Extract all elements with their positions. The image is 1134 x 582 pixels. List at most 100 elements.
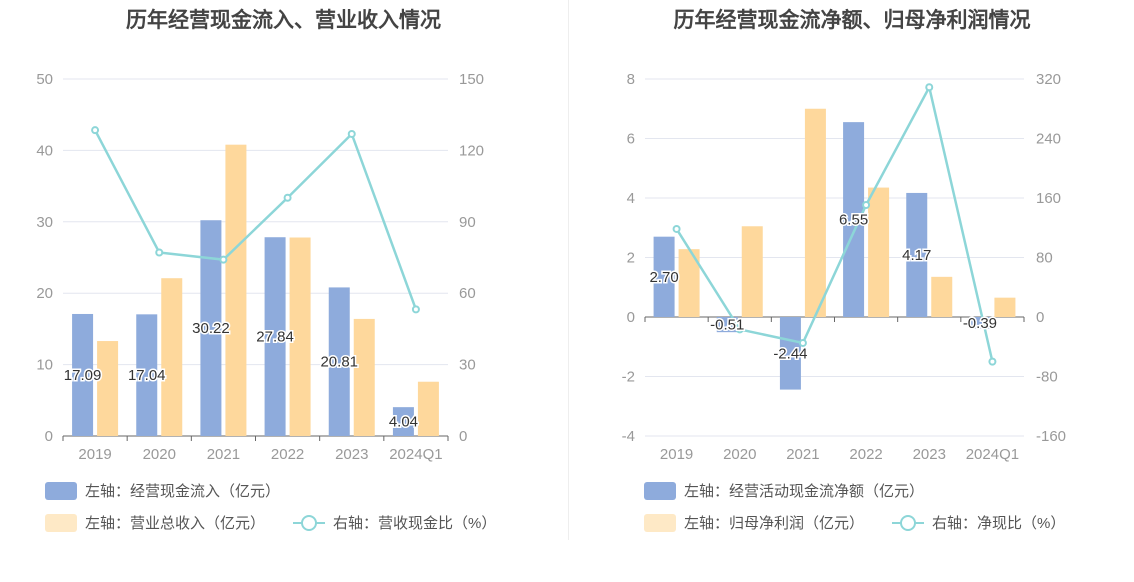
line-point <box>155 248 164 257</box>
bar-series1 <box>200 220 222 436</box>
legend-swatch-blue <box>45 481 77 500</box>
y-left-tick-label: -2 <box>622 369 635 386</box>
legend-swatch-orange <box>45 513 77 532</box>
bar-series1 <box>906 192 928 317</box>
y-right-tick-label: 160 <box>1036 190 1061 207</box>
legend-swatch-orange <box>644 513 676 532</box>
bar-series2 <box>417 381 439 436</box>
bar-series2 <box>868 187 890 317</box>
line-point <box>91 126 100 135</box>
data-label: 17.09 <box>64 367 102 384</box>
line-point <box>347 129 356 138</box>
y-left-tick-label: 6 <box>627 131 635 148</box>
legend-line-icon <box>293 514 325 532</box>
data-label: 17.04 <box>128 367 166 384</box>
chart-title: 历年经营现金流入、营业收入情况 <box>126 9 441 32</box>
legend-item-ratio[interactable]: 右轴：营收现金比（%） <box>293 512 496 533</box>
y-left-tick-label: 40 <box>36 142 53 159</box>
y-right-tick-label: 240 <box>1036 131 1061 148</box>
legend-label: 左轴：归母净利润（亿元） <box>684 515 865 532</box>
bar-series1 <box>72 313 94 436</box>
y-right-tick-label: 90 <box>459 214 476 231</box>
y-left-tick-label: 30 <box>36 214 53 231</box>
legend-item-ratio[interactable]: 右轴：净现比（%） <box>892 512 1065 533</box>
x-tick-label: 2020 <box>723 446 756 463</box>
y-left-tick-label: 2 <box>627 250 635 267</box>
x-tick-label: 2023 <box>913 446 946 463</box>
legend-label: 右轴：营收现金比（%） <box>333 515 497 532</box>
left-chart-panel: 历年经营现金流入、营业收入情况 0 10 20 30 40 50 0 30 60 90 120 150… <box>0 0 567 560</box>
bar-series1 <box>969 317 991 329</box>
x-tick-label: 2024Q1 <box>966 446 1019 463</box>
bar-series2 <box>741 226 763 317</box>
legend-label: 左轴：营业总收入（亿元） <box>85 515 266 532</box>
bar-series2 <box>161 278 183 436</box>
y-left-tick-label: 10 <box>36 357 53 374</box>
legend-label: 左轴：经营现金流入（亿元） <box>85 483 281 500</box>
legend-label: 左轴：经营活动现金流净额（亿元） <box>684 483 925 500</box>
legend-swatch-blue <box>644 481 676 500</box>
line-series <box>675 83 994 362</box>
x-tick-label: 2021 <box>207 446 240 463</box>
line-point <box>411 305 420 314</box>
data-label: 4.04 <box>389 414 418 431</box>
bar-series2 <box>678 249 700 317</box>
line-point <box>735 325 744 334</box>
y-right-tick-label: 30 <box>459 357 476 374</box>
y-right-tick-label: -80 <box>1036 369 1058 386</box>
y-right-tick-label: 320 <box>1036 71 1061 88</box>
data-label: 20.81 <box>320 354 358 371</box>
y-right-tick-label: 80 <box>1036 250 1053 267</box>
x-tick-label: 2024Q1 <box>389 446 442 463</box>
left-chart: 0 10 20 30 40 50 0 30 60 90 120 150 2019 2020 2021 2022… <box>36 71 484 463</box>
data-label: 30.22 <box>192 320 230 337</box>
y-right-tick-label: 60 <box>459 285 476 302</box>
bar-series2 <box>97 341 119 436</box>
legend-item-revenue[interactable]: 左轴：营业总收入（亿元） <box>45 512 265 533</box>
data-label: 4.17 <box>902 247 931 264</box>
x-tick-label: 2021 <box>786 446 819 463</box>
bar-series1 <box>136 314 158 436</box>
x-tick-label: 2019 <box>660 446 693 463</box>
data-label: 27.84 <box>256 329 294 346</box>
bar-series1 <box>843 122 865 317</box>
x-tick-label: 2023 <box>335 446 368 463</box>
line-point <box>988 357 997 366</box>
y-right-tick-label: 150 <box>459 71 484 88</box>
bar-series2 <box>353 318 375 436</box>
bar-series2 <box>804 108 826 317</box>
line-point <box>219 255 228 264</box>
bar-series2 <box>225 144 247 437</box>
y-right-tick-label: 0 <box>459 428 467 445</box>
line-point <box>672 224 681 233</box>
bar-series2 <box>289 237 311 436</box>
legend-item-net-profit[interactable]: 左轴：归母净利润（亿元） <box>644 512 864 533</box>
line-point <box>798 338 807 347</box>
bar-series2 <box>994 297 1016 317</box>
y-left-tick-label: 50 <box>36 71 53 88</box>
chart-title: 历年经营现金流净额、归母净利润情况 <box>673 9 1031 32</box>
legend-item-cash-inflow[interactable]: 左轴：经营现金流入（亿元） <box>45 480 280 501</box>
y-left-tick-label: 8 <box>627 71 635 88</box>
data-label: 2.70 <box>649 269 678 286</box>
legend-item-net-cash-flow[interactable]: 左轴：经营活动现金流净额（亿元） <box>644 480 924 501</box>
x-tick-label: 2020 <box>143 446 176 463</box>
line-point <box>925 83 934 92</box>
line-series <box>93 129 418 310</box>
bar-series1 <box>392 407 414 436</box>
panel-divider <box>568 0 569 540</box>
x-tick-label: 2019 <box>78 446 111 463</box>
y-left-tick-label: -4 <box>622 428 635 445</box>
bar-series1 <box>653 236 675 317</box>
y-right-tick-label: 120 <box>459 142 484 159</box>
y-left-tick-label: 20 <box>36 285 53 302</box>
data-label: -0.39 <box>963 315 997 332</box>
bar-series1 <box>328 287 350 436</box>
legend-line-icon <box>892 514 924 532</box>
data-label: 6.55 <box>839 212 868 229</box>
y-left-tick-label: 0 <box>627 309 635 326</box>
y-right-tick-label: -160 <box>1036 428 1066 445</box>
right-chart-panel: 历年经营现金流净额、归母净利润情况 -4 -2 0 2 4 6 8 -160 -80 0 80 160… <box>570 0 1134 560</box>
data-label: -0.51 <box>710 317 744 334</box>
right-chart: -4 -2 0 2 4 6 8 -160 -80 0 80 160 240 320 2019 2020 2021… <box>622 71 1066 463</box>
